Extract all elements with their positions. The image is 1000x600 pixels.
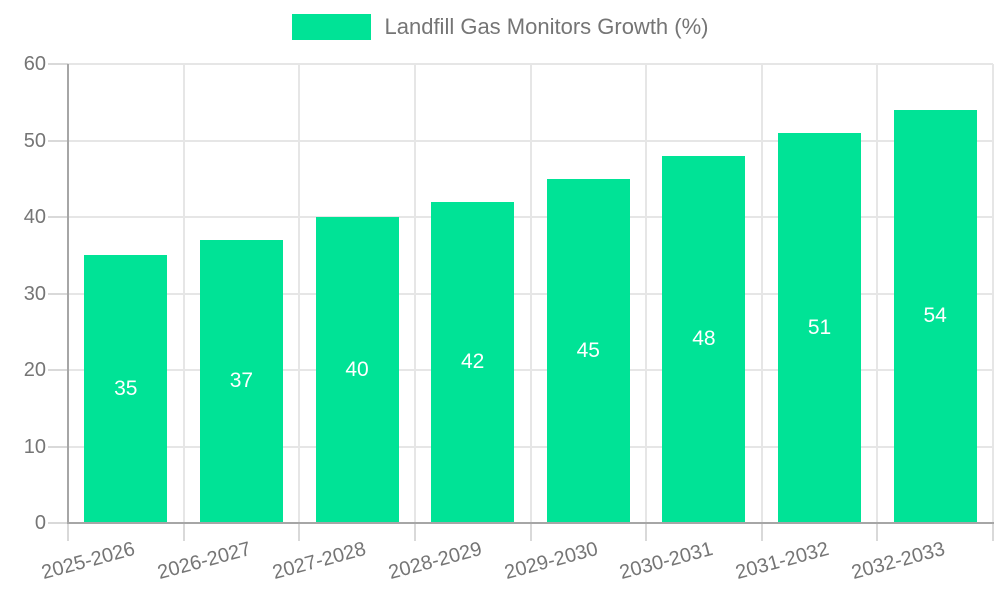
gridline-vertical xyxy=(645,64,648,523)
bar-2027-2028[interactable] xyxy=(315,217,399,523)
y-axis-tick xyxy=(48,445,68,448)
x-axis-tick xyxy=(992,523,994,541)
legend-label: Landfill Gas Monitors Growth (%) xyxy=(384,14,709,39)
bar-2026-2027[interactable] xyxy=(199,239,283,523)
y-axis-line xyxy=(67,64,69,523)
bar-value-label: 48 xyxy=(692,327,716,351)
gridline-vertical xyxy=(876,64,879,523)
x-axis-label: 2029-2030 xyxy=(501,538,601,585)
y-axis-tick xyxy=(48,292,68,295)
x-axis-label: 2026-2027 xyxy=(155,538,254,585)
bar-2030-2031[interactable] xyxy=(662,155,746,523)
x-axis-tick xyxy=(645,523,648,541)
y-axis-tick-label: 60 xyxy=(23,53,46,75)
bar-2028-2029[interactable] xyxy=(431,201,515,523)
bar-value-label: 37 xyxy=(229,369,254,393)
bar-value-label: 45 xyxy=(576,338,600,362)
y-axis-tick-label: 10 xyxy=(23,435,46,458)
y-axis-tick xyxy=(48,63,68,65)
y-axis-tick xyxy=(48,369,68,371)
y-axis-tick-label: 20 xyxy=(23,359,46,381)
bar-2025-2026[interactable] xyxy=(84,255,168,523)
bar-value-label: 40 xyxy=(345,358,369,381)
x-axis-tick xyxy=(529,523,532,541)
gridline-vertical xyxy=(529,64,532,523)
x-axis-label: 2025-2026 xyxy=(39,538,138,585)
y-axis-tick-label: 50 xyxy=(23,129,46,152)
x-axis-tick xyxy=(760,523,763,541)
bar-2032-2033[interactable] xyxy=(893,109,977,523)
y-axis-tick-label: 30 xyxy=(23,282,46,305)
bar-value-label: 42 xyxy=(461,350,485,374)
x-axis-line xyxy=(67,522,994,524)
gridline-vertical xyxy=(413,64,416,523)
legend-swatch xyxy=(291,14,371,40)
gridline-vertical xyxy=(760,64,763,523)
bar-2029-2030[interactable] xyxy=(546,178,630,523)
x-axis-label: 2027-2028 xyxy=(270,538,369,585)
bar-2031-2032[interactable] xyxy=(778,132,862,523)
gridline-vertical xyxy=(182,64,185,523)
y-axis-tick xyxy=(48,522,68,524)
y-axis-tick-label: 40 xyxy=(23,206,46,228)
bar-value-label: 51 xyxy=(807,315,832,339)
bar-value-label: 54 xyxy=(923,304,947,328)
gridline-vertical xyxy=(992,64,994,523)
gridline-vertical xyxy=(298,64,301,523)
y-axis-tick xyxy=(48,216,68,218)
x-axis-label: 2028-2029 xyxy=(386,538,485,585)
x-axis-label: 2032-2033 xyxy=(848,538,947,585)
x-axis-label: 2030-2031 xyxy=(617,538,716,585)
x-axis-tick xyxy=(413,523,416,541)
chart-legend[interactable]: Landfill Gas Monitors Growth (%) xyxy=(0,14,1000,40)
x-axis-tick xyxy=(67,523,69,541)
x-axis-label: 2031-2032 xyxy=(733,538,832,585)
x-axis-tick xyxy=(182,523,185,541)
y-axis-tick-label: 0 xyxy=(34,512,46,534)
x-axis-tick xyxy=(876,523,879,541)
x-axis-tick xyxy=(298,523,301,541)
bar-value-label: 35 xyxy=(114,377,138,401)
y-axis-tick xyxy=(48,139,68,142)
